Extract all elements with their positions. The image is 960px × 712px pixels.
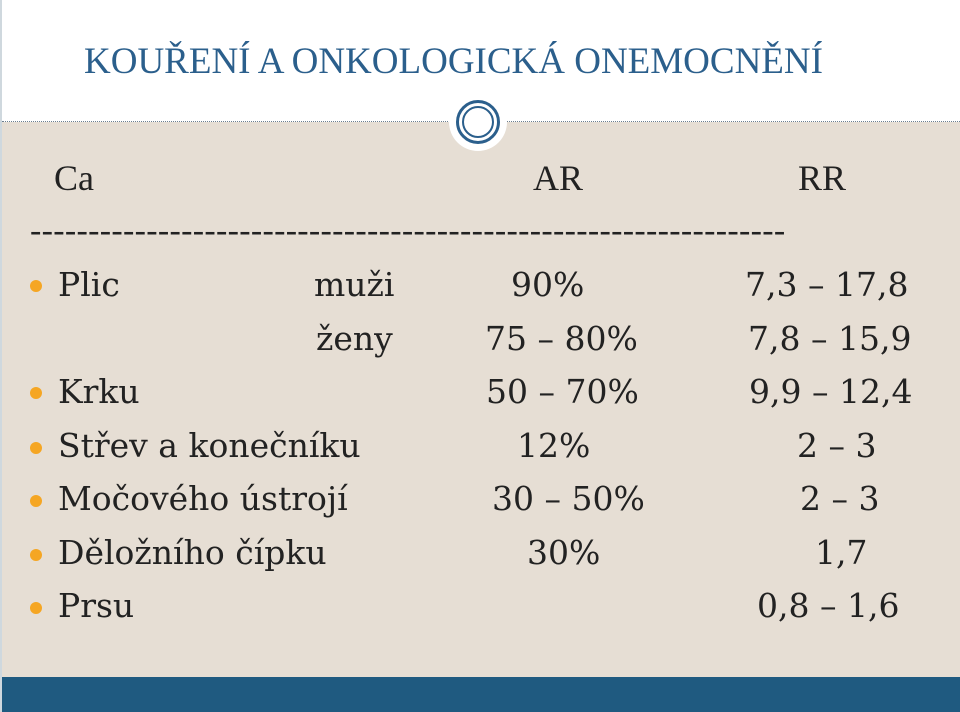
row-rr: 1,7 (815, 533, 868, 572)
row-ar: 30 – 50% (492, 479, 645, 518)
bullet-icon (30, 387, 42, 399)
row-ar: 30% (527, 533, 601, 572)
row-site: Prsu (58, 586, 135, 625)
header-separator: ----------------------------------------… (30, 212, 786, 249)
row-site: Střev a konečníku (58, 426, 361, 465)
row-site: Močového ústrojí (58, 479, 348, 518)
row-rr: 0,8 – 1,6 (757, 586, 900, 625)
row-ar: 90% (511, 265, 585, 304)
row-sex: muži (314, 265, 395, 304)
row-site: Děložního čípku (58, 533, 327, 572)
row-site: Plic (58, 265, 120, 304)
slide-left-border (0, 0, 2, 712)
ornament-inner-ring (462, 106, 494, 138)
content-area (2, 122, 960, 677)
row-sex: ženy (316, 319, 393, 358)
footer-bar (2, 677, 960, 712)
bullet-icon (30, 442, 42, 454)
row-ar: 50 – 70% (486, 372, 639, 411)
header-rr: RR (798, 158, 847, 198)
bullet-icon (30, 495, 42, 507)
row-rr: 2 – 3 (800, 479, 880, 518)
row-rr: 9,9 – 12,4 (749, 372, 913, 411)
row-ar: 75 – 80% (485, 319, 638, 358)
row-rr: 2 – 3 (797, 426, 877, 465)
bullet-icon (30, 280, 42, 292)
slide-title: KOUŘENÍ A ONKOLOGICKÁ ONEMOCNĚNÍ (84, 41, 823, 82)
row-site: Krku (58, 372, 140, 411)
bullet-icon (30, 602, 42, 614)
row-ar: 12% (517, 426, 591, 465)
header-ar: AR (533, 158, 584, 198)
row-rr: 7,8 – 15,9 (748, 319, 912, 358)
header-ca: Ca (54, 158, 94, 198)
bullet-icon (30, 549, 42, 561)
row-rr: 7,3 – 17,8 (745, 265, 909, 304)
